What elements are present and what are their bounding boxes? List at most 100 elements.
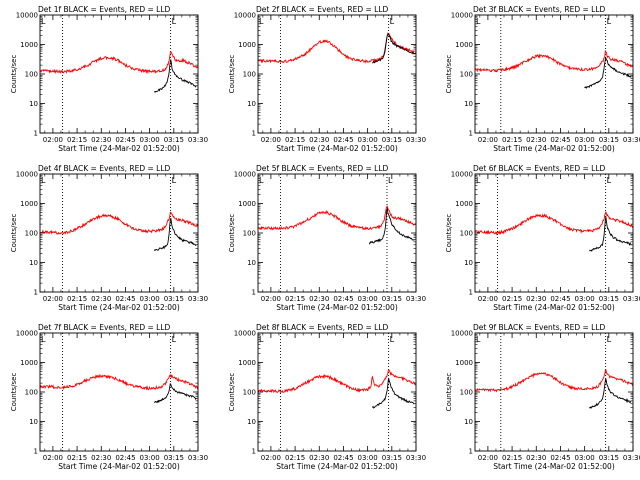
x-tick-label: 02:30 [526,295,546,303]
y-tick-label: 1 [469,289,473,297]
y-tick-label: 1 [252,130,256,138]
x-tick-label: 02:00 [261,454,281,462]
marker-letter: L [41,335,46,344]
plot-frame [257,14,417,134]
x-tick-label: 02:45 [115,136,135,144]
x-tick-label: 02:30 [309,295,329,303]
y-tick-label: 100 [25,71,38,79]
x-tick-label: 02:30 [526,454,546,462]
x-tick-label: 02:30 [309,454,329,462]
y-tick-label: 10000 [451,330,473,338]
y-tick-label: 10 [29,100,38,108]
x-tick-label: 02:00 [43,136,63,144]
marker-letter: L [607,335,612,344]
x-tick-label: 03:00 [575,295,595,303]
x-axis-label: Start Time (24-Mar-02 01:52:00) [276,303,398,312]
marker-letter: L [259,176,264,185]
y-tick-label: 1 [34,130,38,138]
panel-title: Det 8f BLACK = Events, RED = LLD [256,323,389,332]
x-tick-label: 03:30 [188,454,208,462]
y-tick-label: 10 [464,100,473,108]
x-tick-label: 02:00 [43,295,63,303]
y-tick-label: 10000 [234,171,256,179]
x-tick-label: 02:00 [478,136,498,144]
x-tick-label: 03:00 [358,295,378,303]
x-tick-label: 03:15 [599,295,619,303]
y-tick-label: 10000 [16,12,38,20]
plot-frame [39,332,199,452]
marker-letter: L [476,335,481,344]
y-axis-label: Counts/sec [10,214,18,253]
lld-series-line [39,373,199,391]
y-tick-label: 1 [469,130,473,138]
x-tick-label: 03:15 [382,136,402,144]
x-tick-label: 02:15 [67,454,87,462]
marker-letter: L [476,176,481,185]
y-tick-label: 10000 [451,12,473,20]
x-axis-label: Start Time (24-Mar-02 01:52:00) [58,303,180,312]
y-tick-label: 10000 [234,330,256,338]
x-axis-label: Start Time (24-Mar-02 01:52:00) [493,303,615,312]
y-tick-label: 1000 [20,359,38,367]
x-tick-label: 03:15 [599,136,619,144]
panel-title: Det 4f BLACK = Events, RED = LLD [38,164,171,173]
panel-title: Det 5f BLACK = Events, RED = LLD [256,164,389,173]
x-tick-label: 03:00 [358,454,378,462]
x-tick-label: 02:45 [550,295,570,303]
y-tick-label: 10 [29,259,38,267]
y-axis-label: Counts/sec [445,214,453,253]
plot-frame [257,173,417,293]
x-tick-label: 02:45 [115,454,135,462]
lld-series-line [474,368,634,393]
y-tick-label: 1000 [20,200,38,208]
y-axis-label: Counts/sec [445,55,453,94]
events-series-line [368,207,415,245]
y-tick-label: 1000 [455,200,473,208]
x-tick-label: 03:15 [382,454,402,462]
x-tick-label: 03:15 [382,295,402,303]
x-tick-label: 03:30 [406,136,426,144]
marker-letter: L [172,335,177,344]
x-axis-label: Start Time (24-Mar-02 01:52:00) [493,144,615,153]
y-tick-label: 1 [34,448,38,456]
x-tick-label: 02:45 [550,454,570,462]
marker-letter: L [390,17,395,26]
x-tick-label: 03:30 [406,295,426,303]
y-tick-label: 10000 [16,171,38,179]
x-tick-label: 03:30 [188,295,208,303]
y-tick-label: 10 [247,418,256,426]
x-tick-label: 03:15 [164,454,184,462]
x-tick-label: 02:45 [333,454,353,462]
x-tick-label: 02:45 [333,295,353,303]
y-tick-label: 1000 [455,41,473,49]
x-tick-label: 03:30 [188,136,208,144]
events-series-line [154,382,197,404]
x-tick-label: 03:00 [575,454,595,462]
marker-letter: L [41,17,46,26]
events-series-line [154,58,197,94]
y-tick-label: 100 [460,230,473,238]
y-axis-label: Counts/sec [445,373,453,412]
panel-title: Det 3f BLACK = Events, RED = LLD [473,5,606,14]
x-tick-label: 02:00 [261,136,281,144]
x-tick-label: 03:30 [623,295,640,303]
y-tick-label: 10 [464,259,473,267]
x-tick-label: 03:00 [140,136,160,144]
lld-series-line [257,369,417,394]
x-tick-label: 02:15 [502,136,522,144]
x-tick-label: 03:00 [140,295,160,303]
x-axis-label: Start Time (24-Mar-02 01:52:00) [58,462,180,471]
x-tick-label: 03:15 [164,295,184,303]
marker-letter: L [607,176,612,185]
events-series-line [589,216,632,252]
x-tick-label: 02:15 [285,295,305,303]
lld-series-line [474,210,634,236]
x-axis-label: Start Time (24-Mar-02 01:52:00) [276,144,398,153]
lld-series-line [257,205,417,231]
x-tick-label: 02:30 [309,136,329,144]
plot-frame [474,332,634,452]
